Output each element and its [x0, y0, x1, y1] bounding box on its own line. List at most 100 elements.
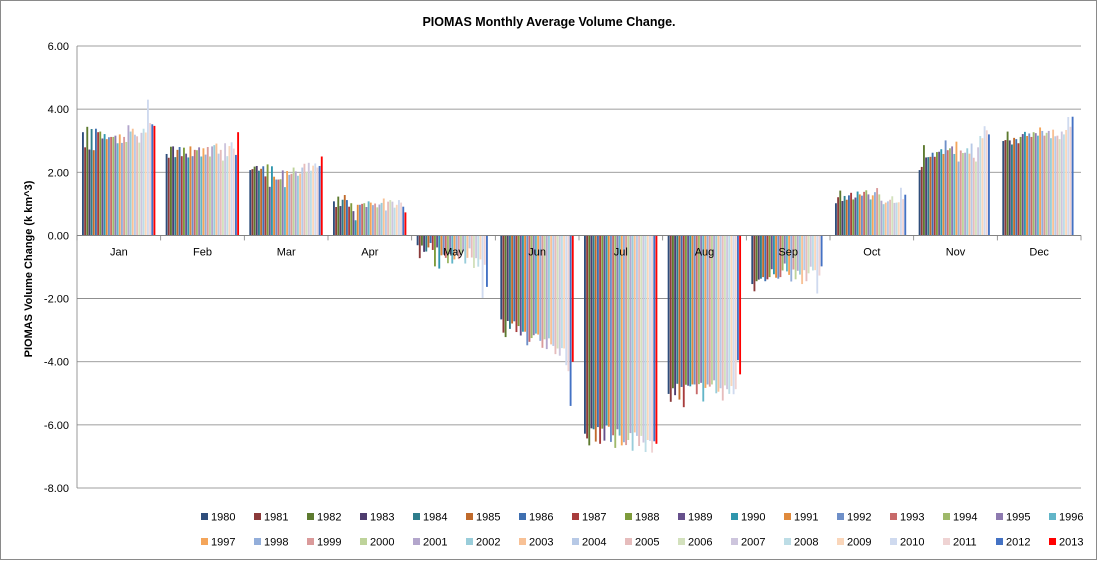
bar-1989-jun — [519, 235, 522, 336]
bar-1983-dec — [1008, 140, 1011, 236]
legend-swatch — [943, 513, 950, 520]
bar-2010-may — [481, 235, 484, 298]
bar-1989-may — [436, 235, 439, 248]
bar-1981-jul — [586, 235, 589, 439]
bar-1993-oct — [863, 191, 866, 236]
legend-label: 1999 — [317, 537, 341, 549]
x-axis: Jan Feb Mar Apr May Jun Jul Aug Sep Oct Nov Dec — [76, 235, 1082, 258]
bar-2004-dec — [1054, 136, 1057, 236]
bar-1998-mar — [288, 174, 291, 236]
bar-2002-mar — [297, 175, 299, 236]
legend-swatch — [413, 513, 420, 520]
bar-1999-jan — [123, 136, 126, 236]
bar-1996-may — [451, 235, 454, 264]
bar-1984-sep — [760, 235, 762, 279]
bar-1980-may — [416, 235, 419, 246]
bar-1990-nov — [940, 149, 943, 236]
bar-1981-mar — [251, 169, 254, 236]
bar-1989-nov — [938, 151, 941, 236]
bar-1991-dec — [1026, 135, 1029, 236]
bar-2000-apr — [376, 207, 379, 236]
bar-2001-feb — [211, 146, 214, 236]
bar-2000-may — [460, 235, 462, 254]
bar-1994-jan — [112, 136, 115, 236]
x-tick-label: Nov — [946, 246, 966, 258]
bar-1980-dec — [1002, 141, 1005, 236]
bar-2006-feb — [222, 160, 224, 236]
bar-1992-jan — [108, 137, 110, 236]
legend-label: 1986 — [529, 512, 553, 524]
bar-1997-aug — [704, 235, 707, 388]
bar-2003-apr — [382, 198, 385, 236]
bar-1994-mar — [279, 179, 282, 236]
bar-1990-jun — [522, 235, 524, 332]
bar-2011-jul — [651, 235, 654, 453]
bar-1989-mar — [268, 186, 271, 236]
bar-1999-sep — [792, 235, 795, 270]
bar-1994-jun — [530, 235, 533, 339]
bar-2004-sep — [803, 235, 806, 271]
bar-1994-oct — [865, 190, 868, 236]
bar-1993-jan — [110, 136, 113, 236]
bar-1999-feb — [206, 147, 209, 236]
bar-1995-nov — [951, 146, 954, 236]
bar-1984-nov — [927, 157, 930, 236]
legend-label: 1993 — [900, 512, 924, 524]
bar-2005-jul — [638, 235, 641, 447]
bar-2012-nov — [988, 134, 990, 236]
bar-1982-apr — [337, 196, 340, 236]
bar-2012-dec — [1071, 116, 1074, 236]
bar-1990-oct — [856, 191, 859, 236]
bar-2010-aug — [732, 235, 735, 395]
legend-swatch — [890, 538, 897, 545]
bar-1986-dec — [1015, 139, 1018, 236]
legend-label: 1995 — [1006, 512, 1030, 524]
bar-2006-oct — [891, 196, 894, 236]
legend-swatch — [413, 538, 420, 545]
bar-2007-jun — [558, 235, 561, 356]
bar-1988-may — [434, 235, 436, 267]
bar-1988-mar — [266, 164, 269, 236]
legend-label: 1980 — [211, 512, 235, 524]
bar-1985-may — [427, 235, 430, 248]
bar-2000-sep — [794, 235, 797, 280]
bar-2005-may — [470, 235, 473, 258]
bar-1996-jan — [116, 143, 119, 236]
bar-1994-aug — [698, 235, 700, 385]
bar-2005-jan — [136, 136, 139, 236]
bar-1982-feb — [170, 146, 172, 236]
bar-2004-oct — [887, 201, 889, 236]
bar-1985-jun — [511, 235, 514, 324]
bar-2002-jun — [548, 235, 550, 339]
bar-2004-jun — [552, 235, 555, 346]
bar-1982-mar — [253, 166, 256, 236]
bar-1982-may — [421, 235, 423, 246]
legend-swatch — [784, 513, 791, 520]
bar-1992-nov — [944, 140, 947, 236]
bar-1986-may — [429, 235, 432, 244]
legend-label: 2010 — [900, 537, 924, 549]
bar-1993-feb — [193, 149, 196, 236]
bar-2007-sep — [809, 235, 812, 267]
bar-1981-nov — [920, 166, 923, 236]
bar-1980-mar — [249, 170, 252, 236]
bar-2007-jul — [642, 235, 645, 443]
bar-1995-may — [449, 235, 452, 255]
bar-1993-sep — [779, 235, 782, 278]
bar-2001-dec — [1047, 130, 1050, 236]
legend-swatch — [519, 538, 526, 545]
bar-1998-dec — [1041, 130, 1044, 236]
bar-1982-dec — [1006, 131, 1009, 236]
bar-2006-aug — [724, 235, 726, 386]
bar-1989-sep — [770, 235, 773, 270]
bar-2003-jun — [550, 235, 553, 345]
x-tick-label: Mar — [277, 246, 296, 258]
bar-1980-jun — [500, 235, 503, 320]
bar-1995-jan — [114, 135, 117, 236]
bar-1991-apr — [356, 204, 359, 236]
bar-1996-mar — [284, 187, 286, 236]
bar-1993-dec — [1030, 136, 1033, 236]
legend-swatch — [572, 538, 579, 545]
bar-2003-nov — [968, 153, 971, 236]
bar-1988-aug — [685, 235, 687, 385]
